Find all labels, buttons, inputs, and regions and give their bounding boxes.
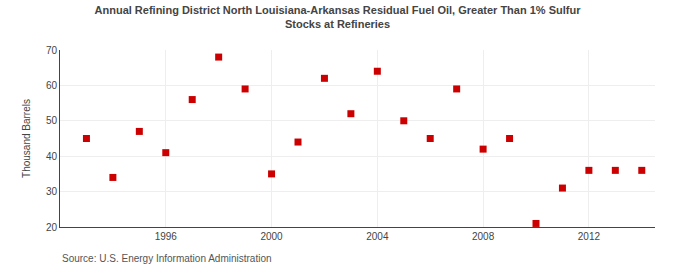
svg-text:40: 40 xyxy=(46,151,58,162)
svg-text:Source: U.S. Energy Informatio: Source: U.S. Energy Information Administ… xyxy=(62,253,272,264)
svg-text:60: 60 xyxy=(46,80,58,91)
svg-text:2000: 2000 xyxy=(260,231,283,242)
svg-text:2004: 2004 xyxy=(366,231,389,242)
svg-text:2008: 2008 xyxy=(472,231,495,242)
svg-text:70: 70 xyxy=(46,45,58,56)
svg-text:Annual Refining District North: Annual Refining District North Louisiana… xyxy=(95,4,582,30)
svg-text:50: 50 xyxy=(46,115,58,126)
svg-text:2012: 2012 xyxy=(578,231,601,242)
svg-text:30: 30 xyxy=(46,186,58,197)
svg-text:Thousand Barrels: Thousand Barrels xyxy=(21,99,32,178)
svg-text:1996: 1996 xyxy=(155,231,178,242)
svg-text:20: 20 xyxy=(46,222,58,233)
